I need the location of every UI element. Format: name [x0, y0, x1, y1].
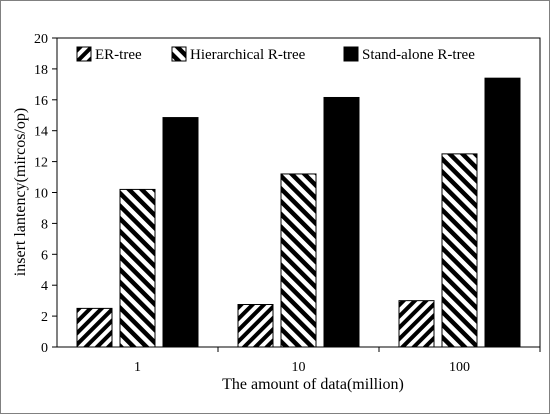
x-tick-label: 100 [449, 360, 470, 375]
y-tick-label: 20 [34, 32, 48, 47]
x-axis-title: The amount of data(million) [222, 376, 404, 393]
legend: ER-tree Hierarchical R-tree Stand-alone R-… [76, 46, 475, 63]
legend-label: ER-tree [95, 47, 142, 63]
y-tick-label: 16 [34, 94, 48, 109]
y-tick-label: 0 [41, 341, 48, 356]
y-axis-title: insert lantency(mircos/op) [12, 108, 29, 276]
bar [119, 188, 156, 348]
bar [237, 304, 274, 348]
legend-swatch [343, 46, 359, 62]
bar [280, 173, 317, 348]
y-tick-label: 8 [41, 217, 48, 232]
bar [323, 96, 360, 348]
y-tick-label: 4 [41, 279, 48, 294]
bar [441, 153, 478, 348]
y-tick-label: 14 [34, 125, 48, 140]
legend-label: Stand-alone R-tree [362, 47, 475, 63]
y-tick-label: 10 [34, 187, 48, 202]
legend-swatch [76, 46, 92, 62]
x-tick-label: 10 [292, 360, 306, 375]
y-tick-label: 2 [41, 310, 48, 325]
bar [398, 300, 435, 348]
legend-swatch [171, 46, 187, 62]
y-tick-label: 6 [41, 248, 48, 263]
bar [76, 307, 113, 348]
axis-labels: 0 2 4 6 8 10 12 14 16 18 20 1 10 100 [34, 32, 470, 375]
bar [162, 117, 199, 348]
y-tick-label: 12 [34, 156, 48, 171]
x-tick-label: 1 [134, 360, 141, 375]
bars [76, 77, 521, 348]
legend-label: Hierarchical R-tree [190, 47, 306, 63]
bar [484, 77, 521, 348]
y-tick-label: 18 [34, 63, 48, 78]
